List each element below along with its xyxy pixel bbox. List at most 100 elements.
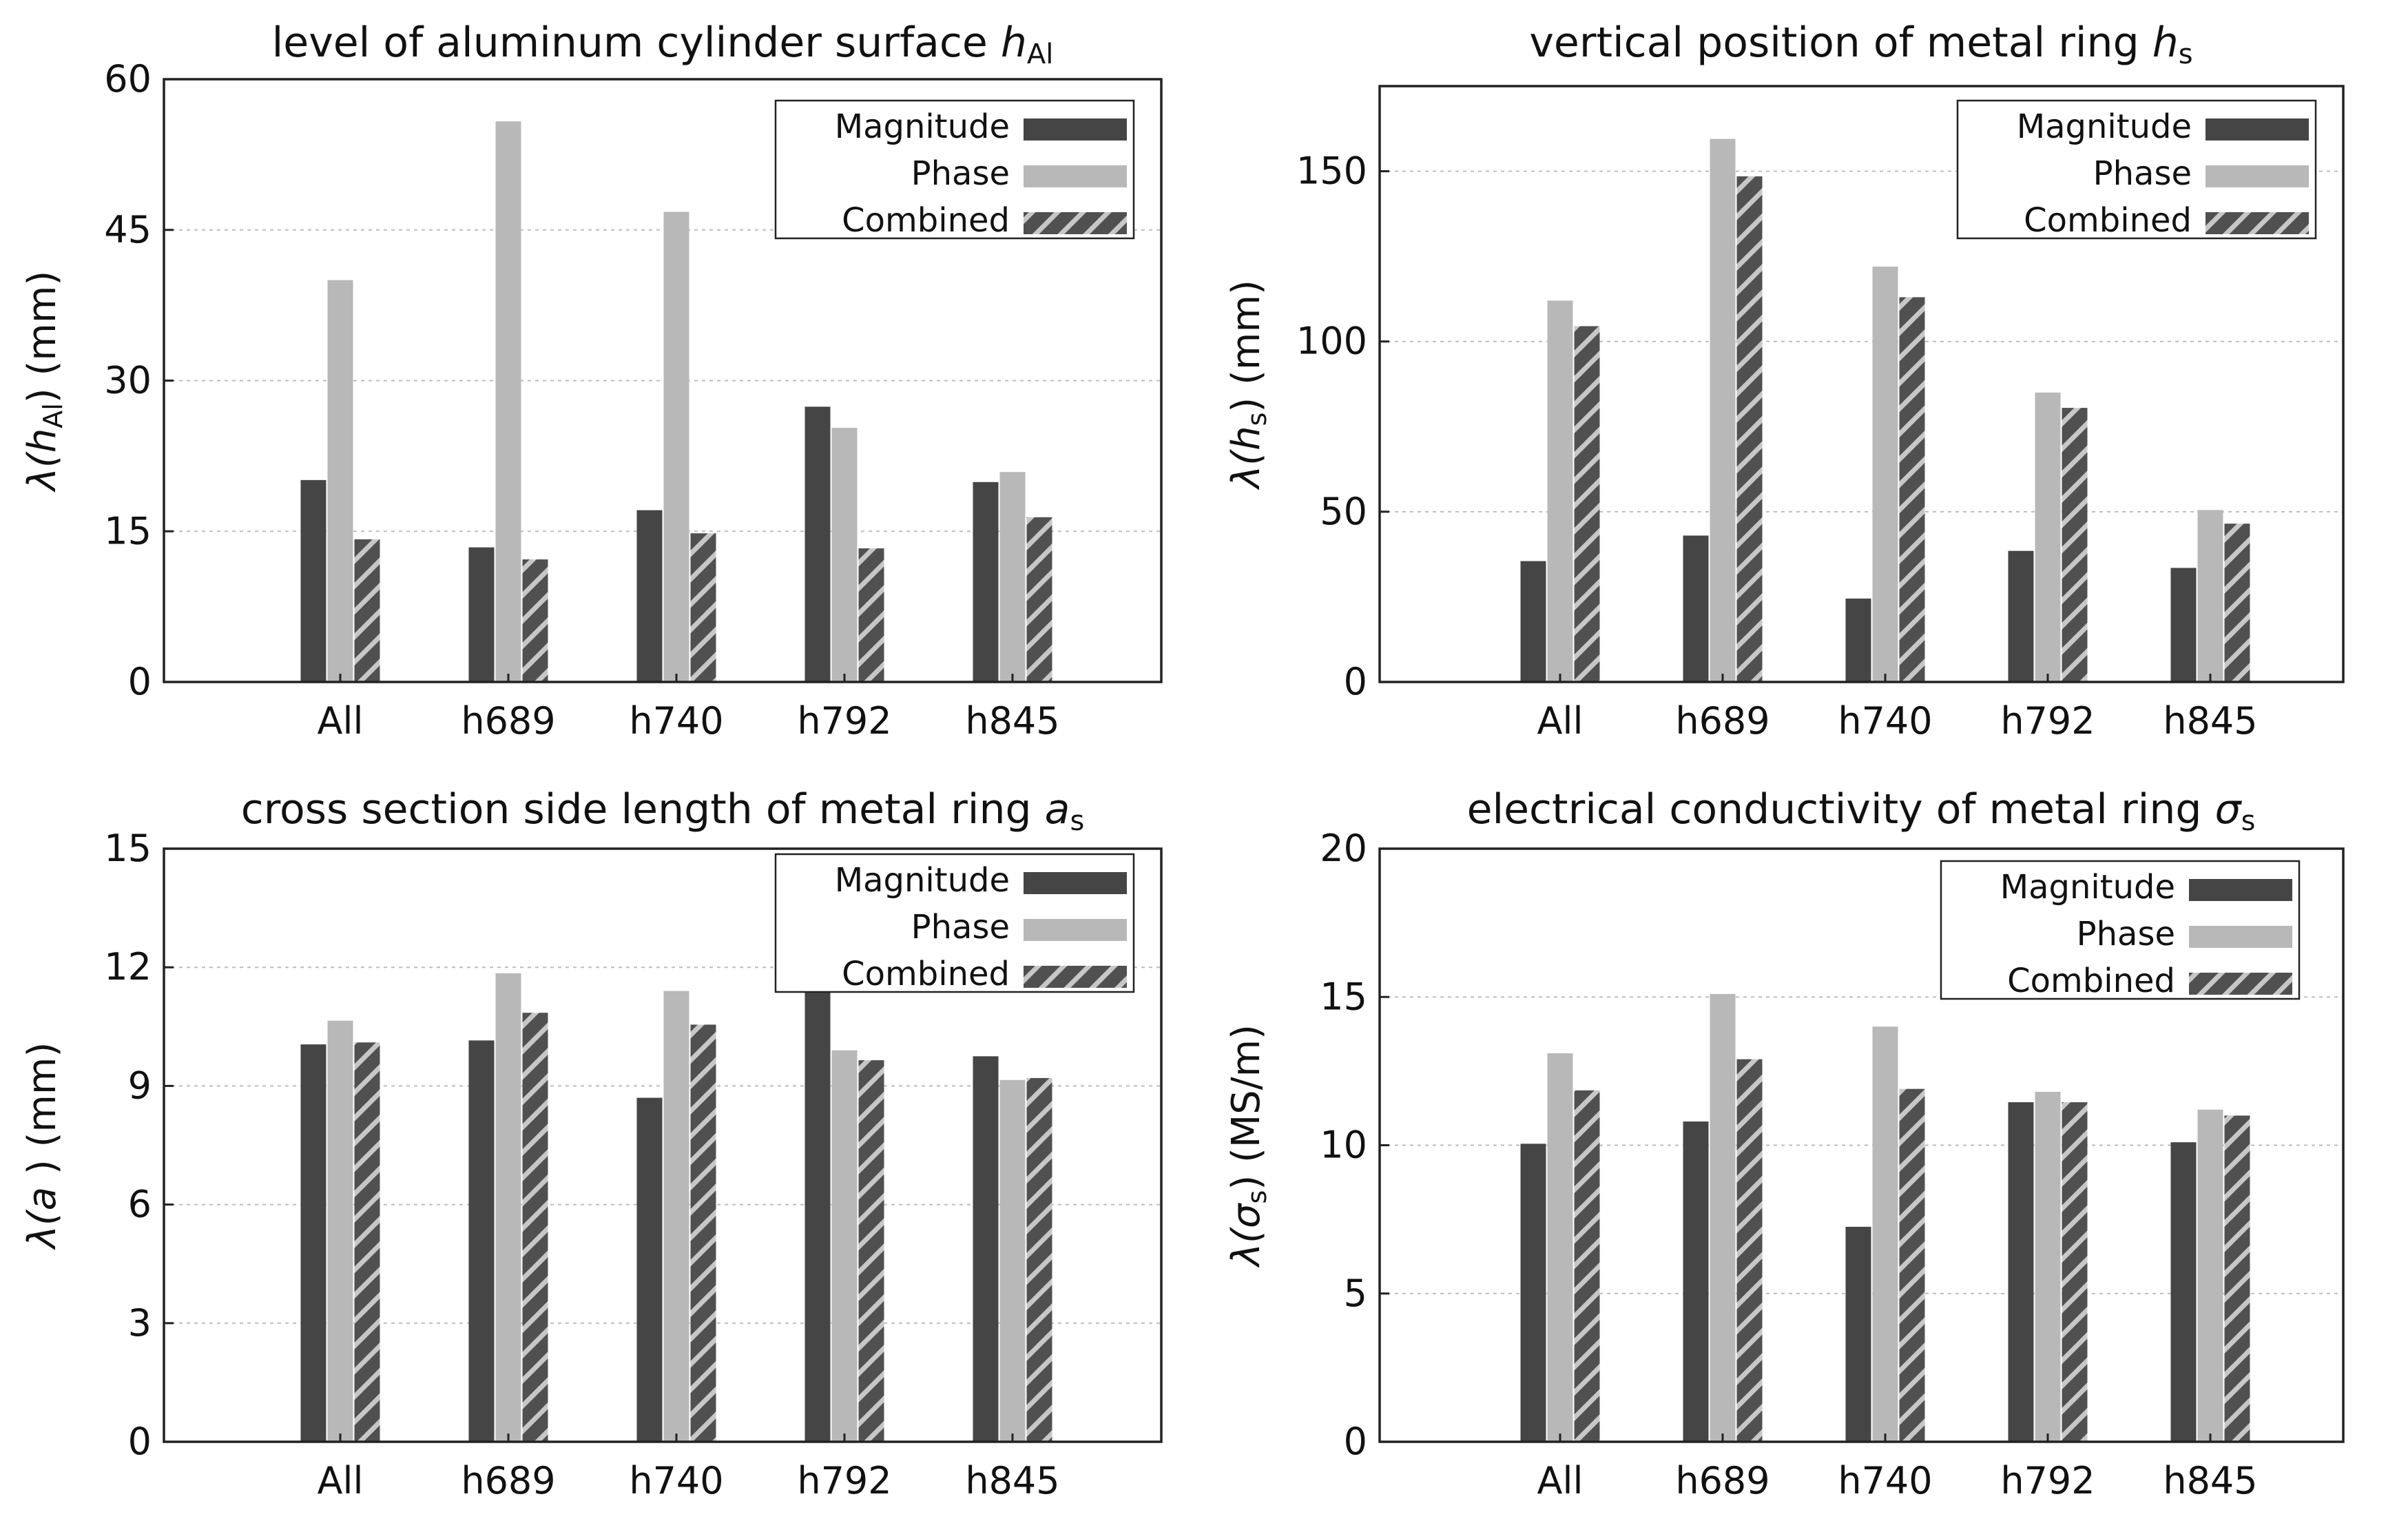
plot-frame (163, 847, 1163, 1443)
chart-panel-2: 0 50 100 150 All h689 h740 h792 h845 vertical pos… (1224, 19, 2345, 743)
bar-magnitude-h792 (2008, 550, 2034, 682)
title-spacer (988, 19, 1001, 67)
bar-magnitude-all (300, 479, 326, 682)
y-tick-label: 100 (1296, 320, 1367, 363)
y-tick-label: 12 (104, 945, 152, 989)
ylabel-prefix: λ( (20, 451, 65, 493)
bar-phase-h792 (2035, 1092, 2061, 1442)
ylabel-subscript: Al (38, 403, 68, 428)
x-tick-label: h845 (2163, 1459, 2257, 1502)
bar-combined-h792 (858, 1060, 884, 1442)
bar-phase-h740 (663, 991, 689, 1442)
title-spacer (2201, 785, 2214, 834)
y-axis-label: λ(σs) (MS/m) (1224, 1024, 1272, 1268)
y-tick-label: 45 (104, 208, 152, 251)
chart-panel-4: 0 5 10 15 20 All h689 h740 h792 h845 electrical co… (1224, 785, 2345, 1502)
x-tick-label: h845 (2163, 699, 2257, 743)
bar-combined-h845 (2224, 1115, 2250, 1442)
bar-combined-h740 (690, 1024, 716, 1442)
bar-phase-h845 (2197, 1109, 2223, 1442)
bar-phase-h792 (2035, 392, 2061, 682)
y-tick-label: 0 (128, 1420, 152, 1463)
bar-magnitude-h689 (1683, 1121, 1709, 1442)
bar-combined-h740 (1899, 1088, 1925, 1442)
legend-label-phase: Phase (2093, 154, 2192, 193)
bar-magnitude-h689 (468, 1040, 495, 1442)
title-symbol: σ (2215, 785, 2243, 834)
bar-combined-h740 (690, 533, 716, 682)
bar-phase-h689 (1710, 993, 1736, 1442)
bar-magnitude-all (1520, 561, 1546, 682)
bar-combined-h689 (522, 559, 548, 682)
bar-magnitude-h845 (973, 1056, 999, 1442)
bar-magnitude-h792 (2008, 1102, 2034, 1442)
y-tick-label: 150 (1296, 149, 1367, 193)
bar-phase-h792 (831, 428, 858, 682)
chart-panel-3: 0 3 6 9 12 15 All h689 h740 h792 h845 cross section… (20, 785, 1163, 1502)
legend-swatch-magnitude (2189, 879, 2292, 901)
title-symbol: h (2152, 19, 2179, 67)
bar-phase-all (1547, 300, 1573, 682)
legend-label-combined: Combined (2007, 962, 2175, 1000)
legend-label-phase: Phase (911, 908, 1010, 946)
y-tick-label: 50 (1320, 490, 1367, 533)
chart-title-text: level of aluminum cylinder surface (272, 19, 988, 67)
x-tick-label: h689 (1675, 1459, 1769, 1502)
y-tick-label: 3 (128, 1301, 152, 1345)
bar-combined-all (354, 539, 380, 682)
x-tick-label: h689 (1675, 699, 1769, 743)
bar-phase-h689 (495, 121, 521, 682)
x-tick-label: h740 (629, 699, 723, 743)
x-tick-label: h845 (965, 1459, 1059, 1502)
chart-title: electrical conductivity of metal ring σs (1467, 785, 2256, 837)
legend-label-combined: Combined (842, 201, 1010, 240)
legend-label-magnitude: Magnitude (2000, 868, 2175, 907)
chart-panel-1: 0 15 30 45 60 All h689 h740 h792 h845 level of alu… (20, 19, 1163, 743)
title-subscript: s (1070, 805, 1084, 837)
legend: Magnitude Phase Combined (774, 99, 1135, 240)
y-tick-label: 9 (128, 1064, 152, 1107)
plot-frame (1378, 85, 2345, 683)
x-tick-label: h740 (629, 1459, 723, 1502)
y-axis-label: λ(hs) (mm) (1224, 280, 1272, 490)
legend-label-magnitude: Magnitude (835, 861, 1010, 900)
ylabel-symbol: σ (1224, 1203, 1269, 1228)
title-subscript: s (2241, 805, 2256, 837)
x-tick-label: h792 (797, 1459, 891, 1502)
bar-magnitude-h740 (636, 1097, 663, 1442)
bar-magnitude-h845 (2170, 568, 2197, 682)
legend-swatch-combined (1024, 966, 1127, 988)
bar-magnitude-h792 (805, 989, 831, 1442)
ylabel-suffix: ) (mm) (20, 1042, 65, 1187)
y-tick-label: 20 (1320, 827, 1367, 870)
bar-magnitude-h740 (1845, 1226, 1871, 1442)
bar-phase-h845 (999, 472, 1026, 682)
bar-combined-h689 (1736, 1059, 1763, 1442)
bar-combined-h845 (2224, 524, 2250, 682)
x-tick-label: h792 (797, 699, 891, 743)
chart-title: vertical position of metal ring hs (1529, 19, 2192, 70)
bar-combined-all (1574, 326, 1600, 682)
bar-phase-all (1547, 1053, 1573, 1442)
bar-phase-h689 (495, 973, 521, 1442)
bar-combined-h792 (2062, 408, 2088, 682)
bar-combined-all (1574, 1090, 1600, 1442)
bar-combined-h845 (1026, 517, 1052, 682)
y-tick-label: 0 (128, 660, 152, 703)
legend-swatch-combined (1024, 212, 1127, 234)
bar-magnitude-h792 (805, 406, 831, 682)
legend-label-phase: Phase (2077, 915, 2175, 953)
bar-combined-all (354, 1042, 380, 1442)
bar-phase-h689 (1710, 138, 1736, 683)
y-tick-label: 60 (104, 57, 152, 101)
y-tick-label: 5 (1344, 1272, 1367, 1315)
y-tick-label: 0 (1344, 660, 1367, 703)
bar-magnitude-all (1520, 1144, 1546, 1442)
legend-swatch-magnitude (2205, 118, 2309, 141)
bar-phase-h740 (1872, 266, 1898, 682)
bar-magnitude-h845 (973, 482, 999, 682)
title-symbol: a (1045, 785, 1070, 834)
bar-magnitude-h689 (1683, 535, 1709, 682)
y-axis-label: λ(hAl) (mm) (20, 271, 68, 493)
x-tick-label: All (1537, 699, 1584, 743)
